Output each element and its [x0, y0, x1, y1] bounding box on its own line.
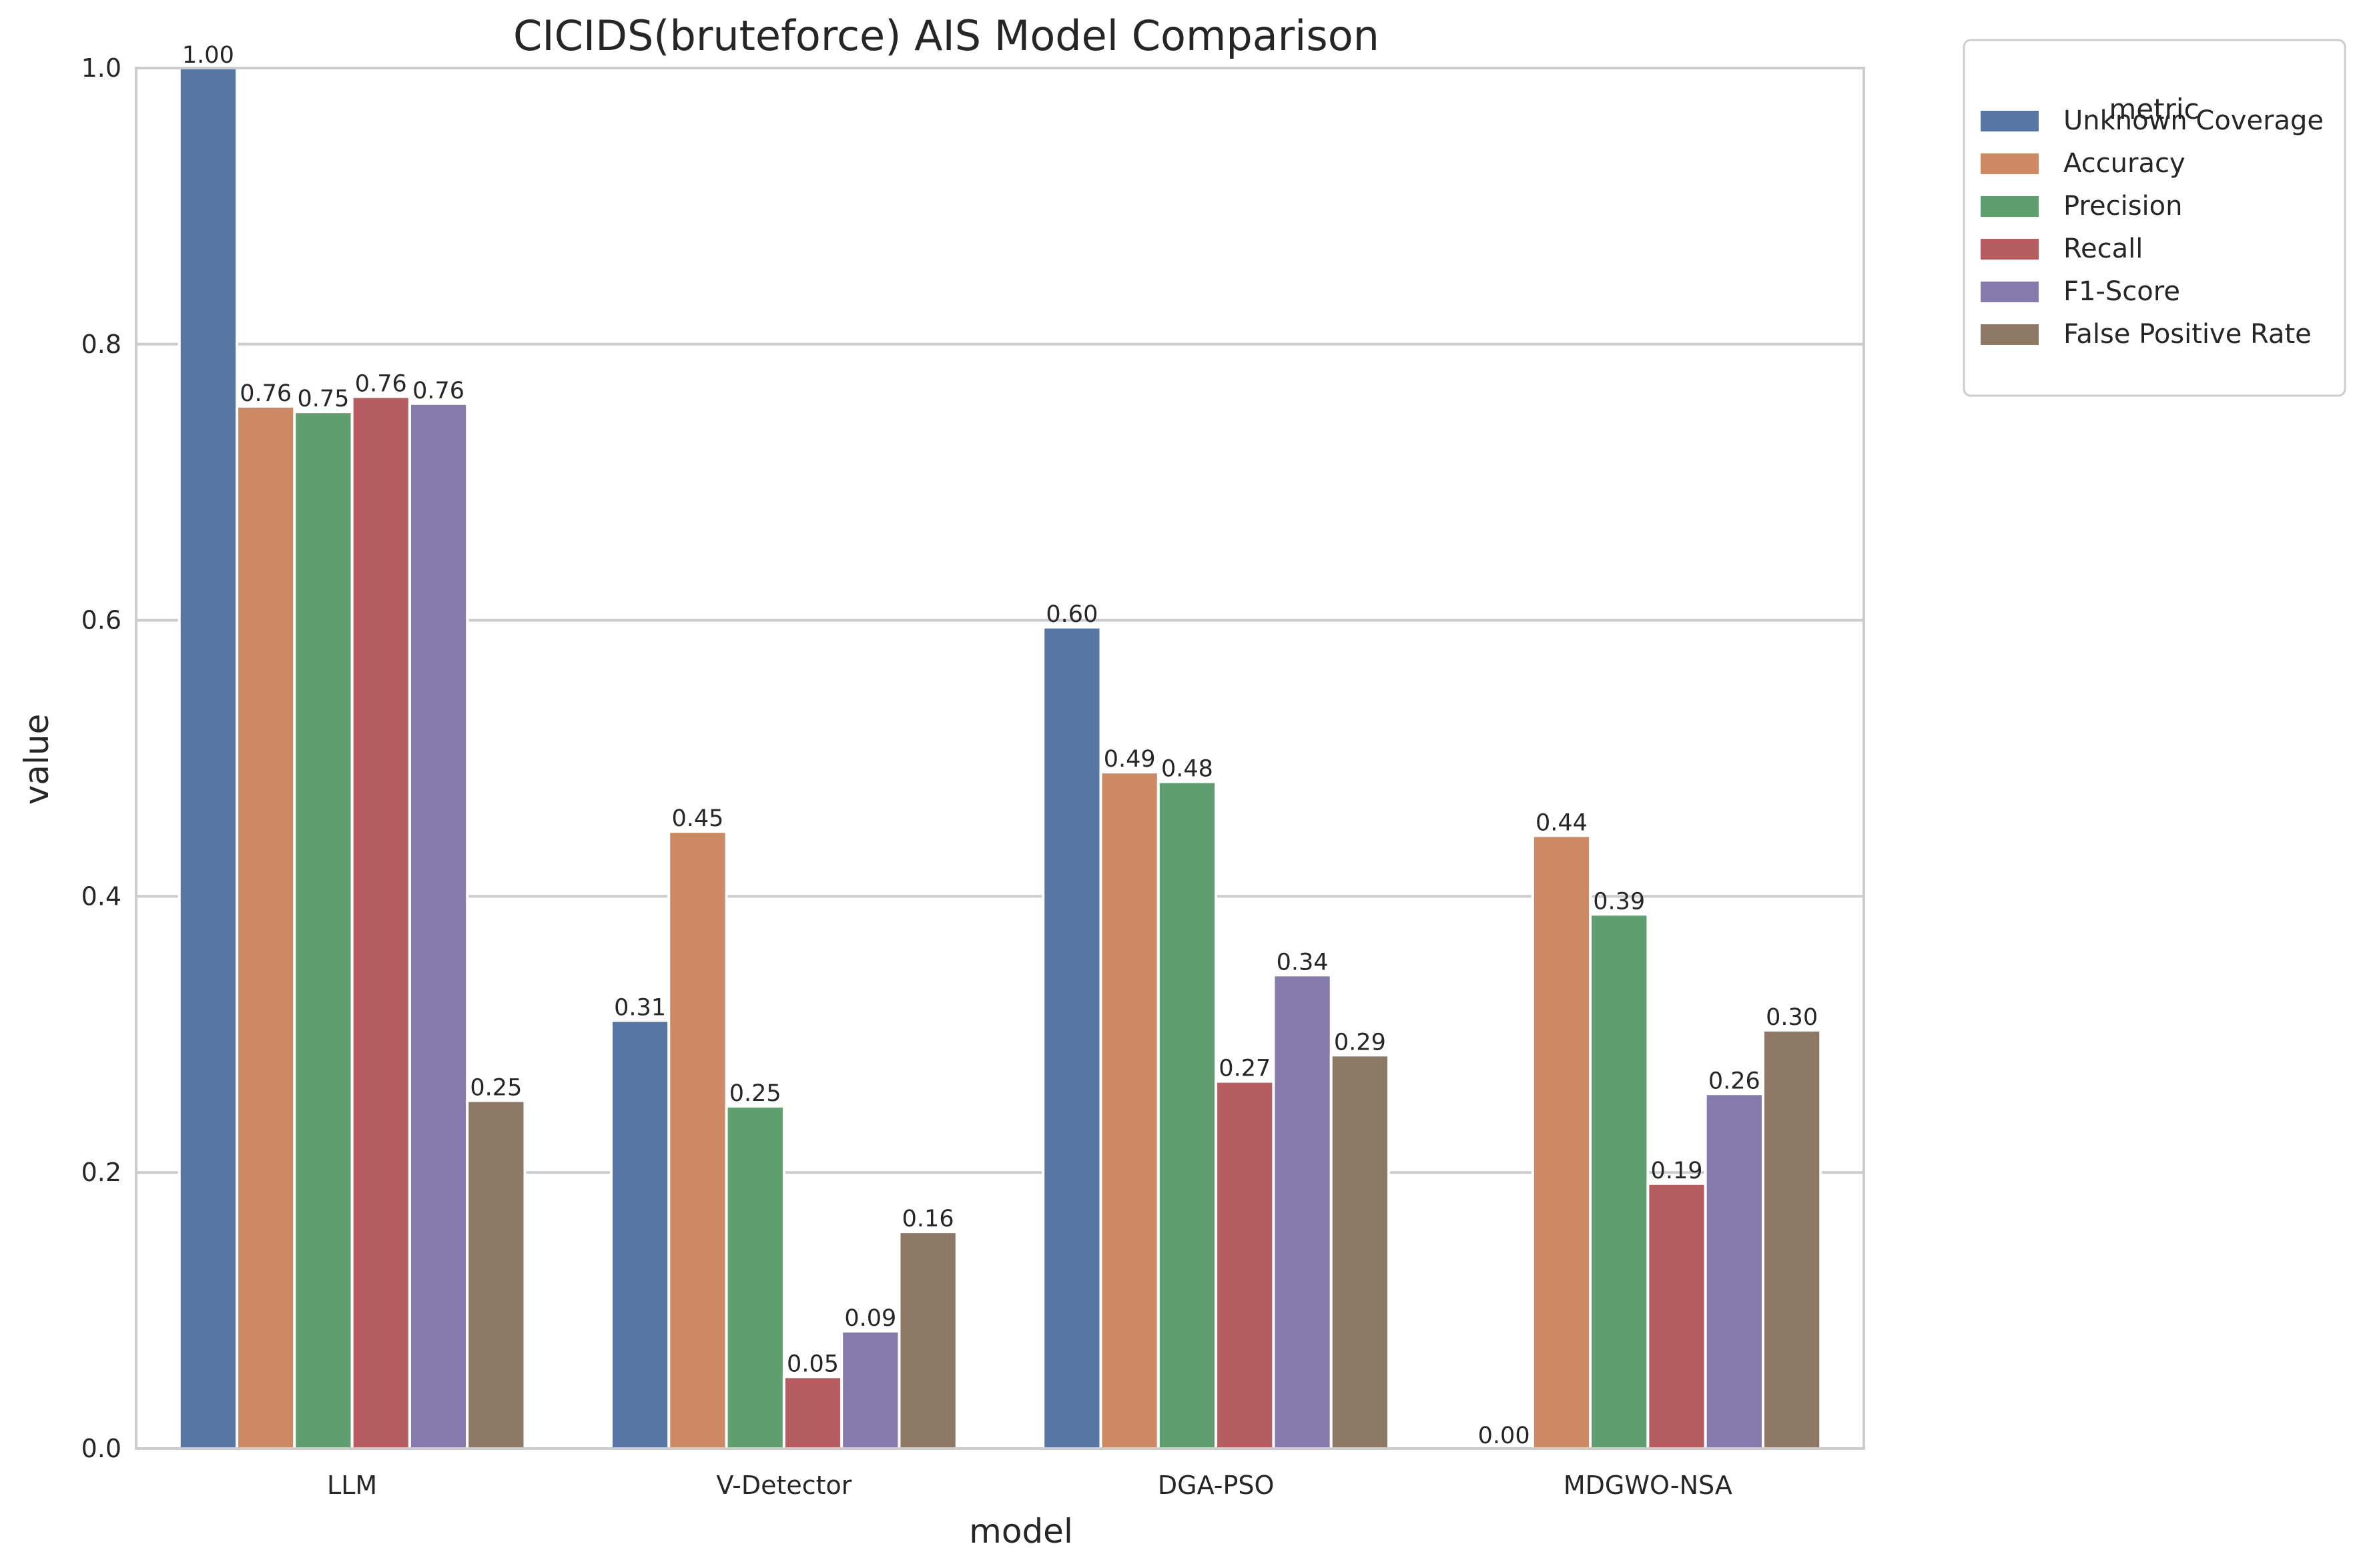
plot-frame: [135, 67, 1865, 1450]
legend-items: Unknown Coverage Accuracy Precision Recall F…: [1981, 105, 2324, 350]
bar-data-label: 0.76: [240, 380, 292, 407]
legend-swatch: [1981, 282, 2039, 302]
x-axis-ticks: LLM V-Detector DGA-PSO MDGWO-NSA: [327, 1471, 1732, 1500]
y-tick-label: 1.0: [81, 53, 121, 83]
bar-data-label: 0.19: [1651, 1158, 1703, 1184]
legend-swatch: [1981, 196, 2039, 217]
bars: [178, 67, 1822, 1451]
bar-data-label: 0.60: [1046, 601, 1098, 628]
x-tick-label: LLM: [327, 1471, 377, 1500]
legend-swatch: [1981, 111, 2039, 131]
bar-data-label: 0.25: [729, 1080, 781, 1107]
bar: [667, 830, 728, 1450]
bar: [1589, 913, 1650, 1450]
bar-data-label: 0.27: [1219, 1056, 1271, 1082]
bar-data-label: 0.31: [614, 995, 666, 1022]
legend-swatch: [1981, 153, 2039, 174]
bar-data-label: 0.09: [844, 1305, 896, 1332]
bar: [725, 1104, 785, 1450]
bar: [1329, 1054, 1391, 1450]
bar: [293, 410, 354, 1450]
bar-data-label: 0.05: [787, 1350, 839, 1377]
legend-label: Precision: [2063, 191, 2182, 222]
bar-data-label: 0.75: [298, 386, 350, 412]
bar: [408, 402, 469, 1451]
bar: [1042, 625, 1102, 1451]
bar-data-label: 1.00: [182, 42, 234, 69]
legend-label: Recall: [2063, 234, 2143, 264]
legend-label: False Positive Rate: [2063, 319, 2312, 350]
bar-data-label: 0.76: [412, 378, 464, 404]
y-tick-label: 0.2: [81, 1158, 121, 1187]
bar-data-label: 0.34: [1277, 949, 1329, 975]
bar-data-label: 0.76: [355, 370, 407, 397]
bar: [466, 1099, 527, 1451]
y-tick-label: 0.4: [81, 881, 121, 911]
bar-data-label: 0.00: [1478, 1423, 1530, 1449]
bar-data-label: 0.16: [902, 1206, 954, 1232]
legend: metric Unknown Coverage Accuracy Precision…: [1963, 39, 2346, 397]
legend-box: [1963, 39, 2346, 397]
y-tick-label: 0.0: [81, 1434, 121, 1463]
bar-data-label: 0.29: [1334, 1029, 1386, 1056]
bar: [898, 1230, 958, 1450]
x-axis-label: model: [969, 1512, 1073, 1551]
bar-data-label: 0.49: [1104, 746, 1156, 773]
bar: [1156, 780, 1218, 1450]
bar: [840, 1330, 901, 1451]
bar: [236, 404, 296, 1450]
bar: [1531, 834, 1592, 1450]
bar: [609, 1019, 671, 1450]
bar-data-label: 0.45: [671, 805, 723, 832]
bar: [1704, 1092, 1764, 1450]
bar-data-label: 0.25: [470, 1075, 522, 1102]
bar: [1099, 771, 1160, 1450]
legend-label: F1-Score: [2063, 276, 2180, 307]
bar: [178, 67, 239, 1450]
bar: [1272, 973, 1333, 1450]
bar-value-labels: 1.000.76 0.750.76 0.760.250.310.450.250.05…: [182, 42, 1818, 1449]
y-axis-ticks: 0.0 0.2 0.4 0.6 0.8 1.0: [81, 53, 121, 1463]
bar-data-label: 0.48: [1161, 756, 1213, 783]
legend-swatch: [1981, 239, 2039, 260]
bar-data-label: 0.30: [1766, 1004, 1818, 1031]
legend-swatch: [1981, 324, 2039, 345]
y-tick-label: 0.8: [81, 330, 121, 359]
chart-title: CICIDS(bruteforce) AIS Model Comparison: [513, 11, 1379, 60]
bar: [1215, 1080, 1275, 1450]
legend-title: metric: [2109, 93, 2199, 125]
x-tick-label: MDGWO-NSA: [1564, 1471, 1732, 1500]
bar: [1761, 1029, 1822, 1450]
legend-label: Unknown Coverage: [2063, 105, 2324, 136]
bar: [782, 1375, 843, 1451]
bar-data-label: 0.44: [1536, 809, 1588, 836]
bar: [350, 395, 411, 1450]
bar: [1646, 1182, 1707, 1450]
y-tick-label: 0.6: [81, 606, 121, 635]
x-tick-label: DGA-PSO: [1158, 1471, 1275, 1500]
bar-data-label: 0.39: [1593, 888, 1645, 915]
bar-data-label: 0.26: [1708, 1068, 1760, 1094]
y-axis-label: value: [17, 714, 56, 805]
x-tick-label: V-Detector: [716, 1471, 852, 1500]
legend-label: Accuracy: [2063, 148, 2185, 179]
